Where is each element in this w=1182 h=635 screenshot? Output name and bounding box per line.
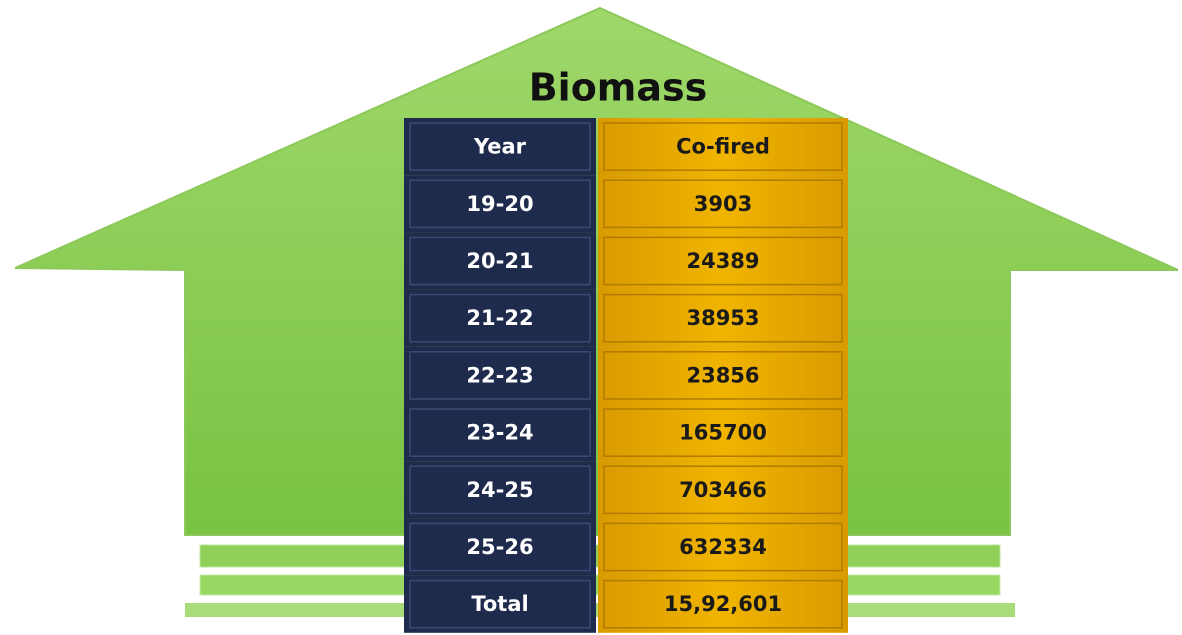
cell-text: 22-23 [466, 363, 533, 387]
cell-text: 23856 [686, 363, 759, 387]
cell-text: 23-24 [466, 421, 533, 445]
cell-text: 38953 [686, 306, 759, 330]
cell-text: 25-26 [466, 535, 533, 559]
cell-text: 165700 [679, 421, 767, 445]
table: Year Co-fired 19-20 3903 20-21 24389 21-22 3895… [404, 118, 848, 633]
cell-text: Co-fired [676, 135, 770, 159]
cell-text: 703466 [679, 478, 767, 502]
page: {"title": "Biomass", "table": {"header":… [0, 0, 1182, 635]
cell-text: 24389 [686, 249, 759, 273]
cell-text: Year [473, 135, 527, 159]
slide: Biomass Year Co-fired 19-20 3903 20-21 24389 2… [0, 0, 1182, 635]
cell-text: 20-21 [466, 249, 533, 273]
cell-text: 15,92,601 [664, 592, 782, 616]
cell-text: 19-20 [466, 192, 533, 216]
cell-text: 24-25 [466, 478, 533, 502]
cell-text: 3903 [694, 192, 752, 216]
cell-text: 632334 [679, 535, 767, 559]
title: Biomass [529, 66, 708, 110]
cell-text: 21-22 [466, 306, 533, 330]
cell-text: Total [471, 592, 528, 616]
